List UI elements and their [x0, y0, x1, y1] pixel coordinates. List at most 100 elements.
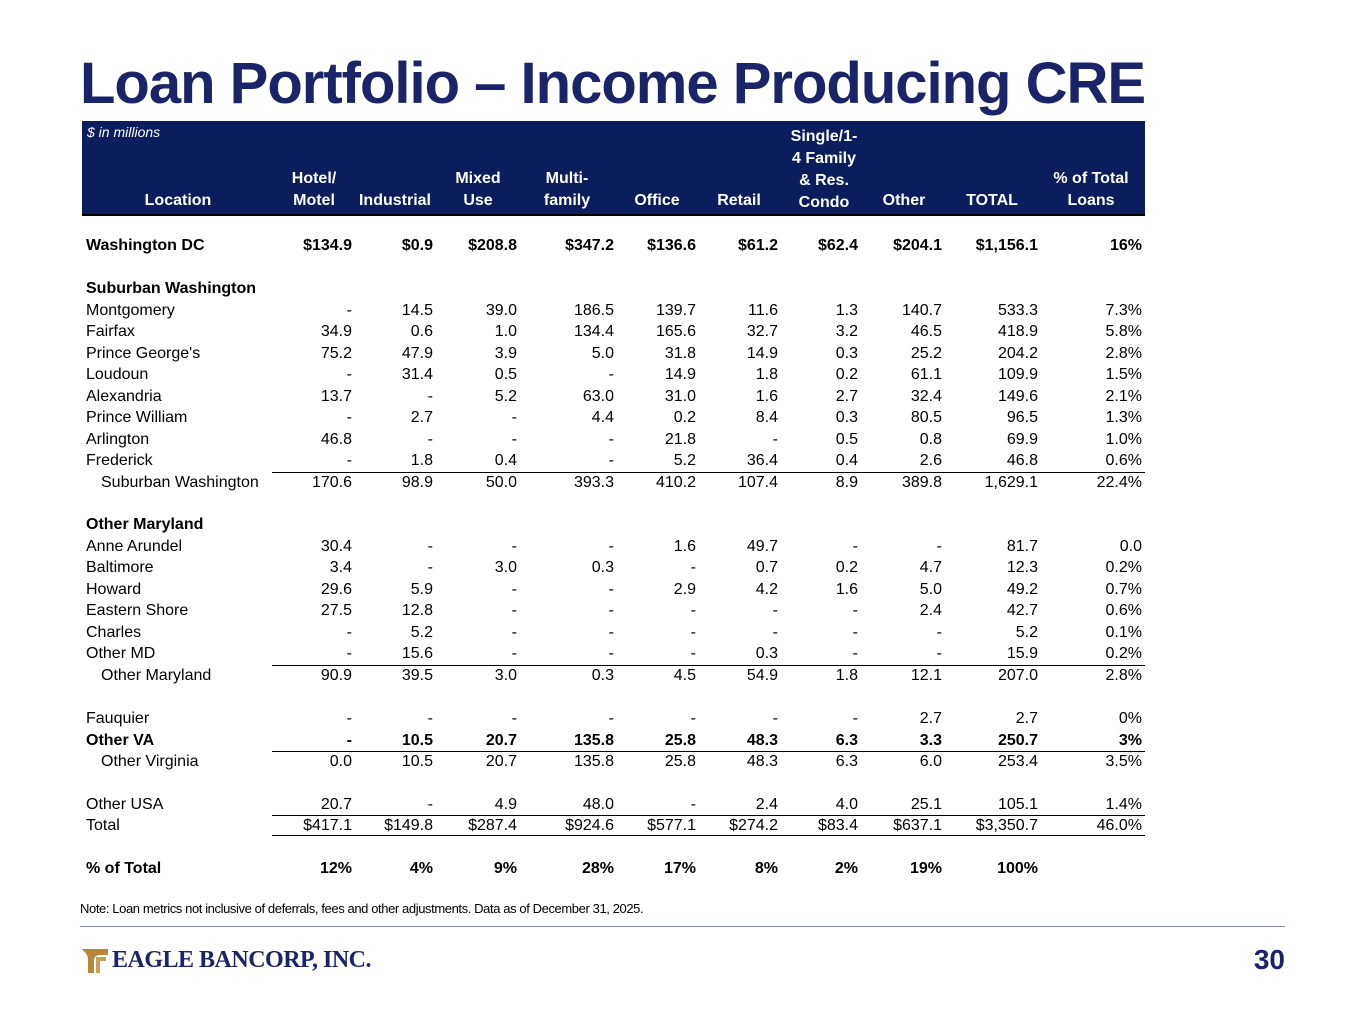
table-cell: 4% [409, 860, 433, 877]
row-label: Anne Arundel [86, 538, 183, 555]
table-cell: - [346, 366, 352, 383]
table-cell: 6.0 [919, 753, 942, 770]
table-cell: - [608, 431, 614, 448]
subtotal-rule [272, 472, 1145, 473]
table-cell: 49.2 [1006, 581, 1038, 598]
row-label: Washington DC [86, 237, 205, 254]
table-cell: - [511, 581, 517, 598]
table-cell: 63.0 [582, 388, 614, 405]
table-cell: - [346, 624, 352, 641]
table-cell: 418.9 [997, 323, 1038, 340]
table-cell: 12.8 [401, 602, 433, 619]
table-cell: 0.3 [591, 667, 614, 684]
table-cell: 28% [581, 860, 614, 877]
row-label: Other Virginia [101, 753, 199, 770]
table-row: Fairfax 34.9 0.6 1.0 134.4 165.6 32.7 3.2 46.5 41… [82, 321, 1145, 342]
table-cell: - [936, 624, 942, 641]
table-cell: 22.4% [1096, 474, 1142, 491]
table-cell: 4.0 [835, 796, 858, 813]
table-cell: 29.6 [320, 581, 352, 598]
table-cell: 253.4 [997, 753, 1038, 770]
table-cell: 4.7 [919, 559, 942, 576]
table-cell: 0.2 [673, 409, 696, 426]
table-cell: 1.0% [1105, 431, 1142, 448]
table-cell: 54.9 [746, 667, 778, 684]
table-cell: 0.2 [835, 366, 858, 383]
table-cell: 207.0 [997, 667, 1038, 684]
table-cell: 533.3 [997, 302, 1038, 319]
row-label: Arlington [86, 431, 150, 448]
table-cell: $287.4 [468, 817, 517, 834]
table-row: Fauquier - - - - - - - 2.7 2.7 0% [82, 708, 1145, 729]
table-cell: - [511, 538, 517, 555]
table-cell: 5.2 [494, 388, 517, 405]
table-cell: 1.6 [755, 388, 778, 405]
table-cell: 3.4 [329, 559, 352, 576]
table-cell: 0.3 [755, 645, 778, 662]
table-cell: 48.0 [582, 796, 614, 813]
table-cell: $61.2 [737, 237, 778, 254]
table-cell: 5.2 [410, 624, 433, 641]
row-label: Frederick [86, 452, 153, 469]
subtotal-rule [272, 665, 1145, 666]
table-cell: - [852, 710, 858, 727]
table-cell: $204.1 [893, 237, 942, 254]
row-label: % of Total [86, 860, 162, 877]
table-cell: 134.4 [573, 323, 614, 340]
table-cell: 39.0 [485, 302, 517, 319]
row-label: Suburban Washington [86, 280, 257, 297]
table-row: Eastern Shore 27.5 12.8 - - - - - 2.4 42.7 0.6% [82, 600, 1145, 621]
table-cell: 3.0 [494, 667, 517, 684]
table-cell: $577.1 [647, 817, 696, 834]
table-cell: 2.8% [1105, 345, 1142, 362]
table-cell: 3.3 [919, 732, 942, 749]
table-cell: 98.9 [401, 474, 433, 491]
table-cell: 2.1% [1105, 388, 1142, 405]
table-cell: 3% [1118, 732, 1142, 749]
table-cell: $637.1 [893, 817, 942, 834]
table-cell: - [511, 602, 517, 619]
row-label: Eastern Shore [86, 602, 189, 619]
table-cell: - [427, 559, 433, 576]
table-cell: - [608, 602, 614, 619]
table-row: Prince George's 75.2 47.9 3.9 5.0 31.8 14.9 0.3… [82, 343, 1145, 364]
table-cell: - [427, 388, 433, 405]
table-cell: - [608, 624, 614, 641]
row-label: Prince William [86, 409, 188, 426]
table-cell: 109.9 [997, 366, 1038, 383]
table-cell: - [346, 409, 352, 426]
table-cell: - [427, 538, 433, 555]
row-label: Loudoun [86, 366, 149, 383]
table-cell: 25.2 [910, 345, 942, 362]
column-header: Retail [717, 192, 761, 209]
table-total-row: Suburban Washington 170.6 98.9 50.0 393.3 410… [82, 472, 1145, 493]
table-cell: 50.0 [485, 474, 517, 491]
row-label: Suburban Washington [101, 474, 259, 491]
table-cell: 5.0 [919, 581, 942, 598]
table-cell: 1.5% [1105, 366, 1142, 383]
table-cell: - [511, 624, 517, 641]
table-cell: 0.7% [1105, 581, 1142, 598]
table-cell: 46.8 [1006, 452, 1038, 469]
table-cell: - [608, 710, 614, 727]
row-label: Fauquier [86, 710, 150, 727]
table-total-row: Other Virginia 0.0 10.5 20.7 135.8 25.8 48.3 6.… [82, 751, 1145, 772]
table-cell: - [690, 710, 696, 727]
table-cell: - [772, 602, 778, 619]
table-cell: 14.9 [746, 345, 778, 362]
page-title: Loan Portfolio – Income Producing CRE [80, 51, 1146, 116]
table-row: Other USA 20.7 - 4.9 48.0 - 2.4 4.0 25.1 105.1 1.4… [82, 794, 1145, 815]
table-row: Prince William - 2.7 - 4.4 0.2 8.4 0.3 80.5 96.5 1… [82, 407, 1145, 428]
page-number: 30 [1253, 944, 1285, 975]
table-cell: 0.3 [835, 409, 858, 426]
table-row: Other MD - 15.6 - - - 0.3 - - 15.9 0.2% [82, 643, 1145, 664]
table-cell: 8% [754, 860, 778, 877]
table-cell: - [346, 732, 352, 749]
table-cell: 75.2 [320, 345, 352, 362]
table-cell: 0.2% [1105, 645, 1142, 662]
table-cell: 69.9 [1006, 431, 1038, 448]
table-cell: 3.0 [494, 559, 517, 576]
table-cell: $208.8 [468, 237, 517, 254]
table-cell: $83.4 [817, 817, 858, 834]
table-row: Frederick - 1.8 0.4 - 5.2 36.4 0.4 2.6 46.8 0.6% [82, 450, 1145, 471]
